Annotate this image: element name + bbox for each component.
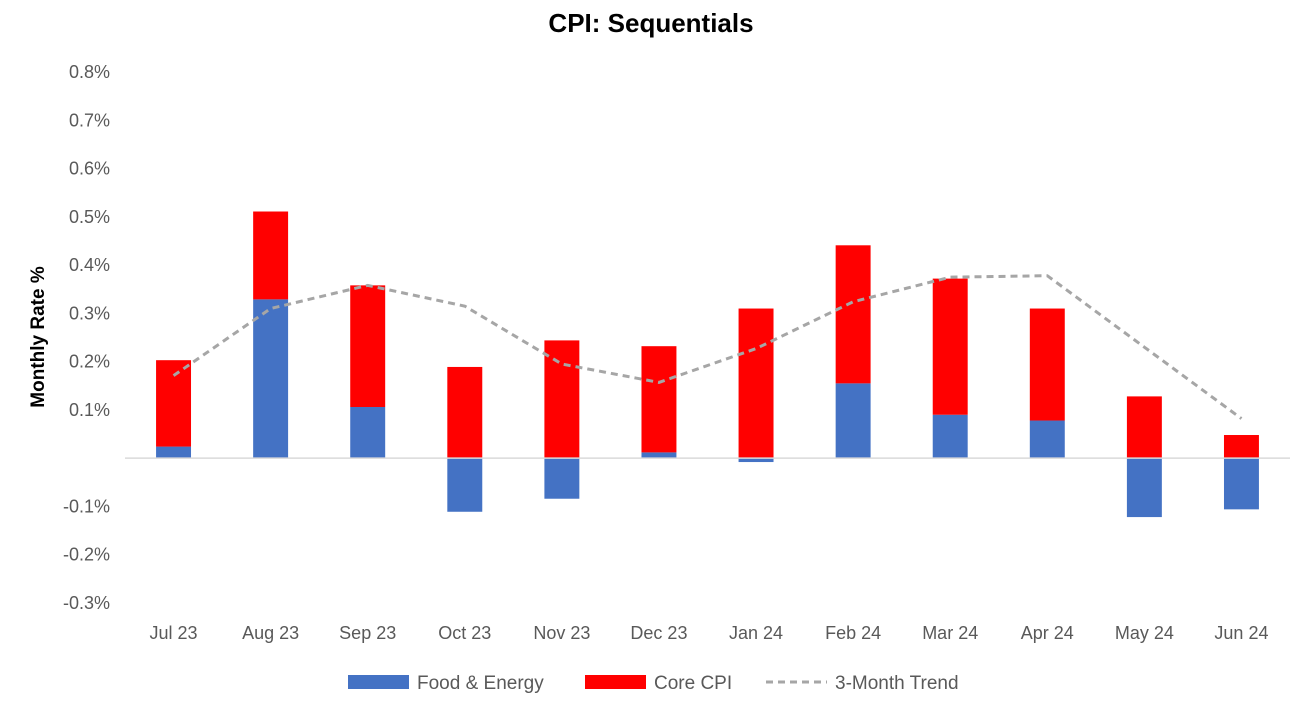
- bar-food-energy: [738, 458, 774, 463]
- y-tick-label: 0.2%: [69, 352, 110, 372]
- x-tick-label: Feb 24: [825, 623, 881, 643]
- x-tick-label: Aug 23: [242, 623, 299, 643]
- bar-core-cpi: [1223, 435, 1259, 459]
- x-tick-label: Apr 24: [1021, 623, 1074, 643]
- bar-food-energy: [1126, 458, 1162, 518]
- y-axis-ticks: -0.3% -0.2% -0.1% 0.1% 0.2% 0.3% 0.4% 0.5% 0.6% 0…: [63, 62, 110, 613]
- bars: [156, 211, 1259, 518]
- bar-core-cpi: [253, 211, 289, 300]
- bar-core-cpi: [738, 308, 774, 459]
- y-axis-title: Monthly Rate %: [28, 266, 49, 408]
- trend-line-group: [172, 274, 1243, 420]
- y-tick-label: 0.1%: [69, 400, 110, 420]
- bar-core-cpi: [447, 366, 483, 459]
- x-tick-label: Sep 23: [339, 623, 396, 643]
- x-tick-label: Jul 23: [150, 623, 198, 643]
- x-tick-label: May 24: [1115, 623, 1174, 643]
- legend-swatch-food-energy: [348, 675, 409, 689]
- bar-food-energy: [641, 452, 677, 459]
- chart-title: CPI: Sequentials: [548, 8, 753, 38]
- y-tick-label: -0.1%: [63, 496, 110, 516]
- bar-core-cpi: [932, 278, 968, 415]
- legend-swatch-core-cpi: [585, 675, 646, 689]
- y-tick-label: 0.5%: [69, 207, 110, 227]
- bar-food-energy: [253, 299, 289, 459]
- bar-food-energy: [544, 458, 580, 499]
- y-tick-label: -0.3%: [63, 593, 110, 613]
- y-tick-label: 0.3%: [69, 303, 110, 323]
- bar-core-cpi: [1029, 308, 1065, 421]
- legend-label-core-cpi: Core CPI: [654, 673, 732, 694]
- bar-core-cpi: [156, 360, 192, 447]
- bar-core-cpi: [350, 285, 386, 408]
- bar-food-energy: [1029, 420, 1065, 459]
- y-tick-label: 0.4%: [69, 255, 110, 275]
- legend-label-3-month-trend: 3-Month Trend: [835, 673, 959, 694]
- legend-label-food-energy: Food & Energy: [417, 673, 544, 694]
- y-tick-label: -0.2%: [63, 545, 110, 565]
- y-tick-label: 0.8%: [69, 62, 110, 82]
- bar-core-cpi: [641, 346, 677, 453]
- bar-core-cpi: [544, 340, 580, 459]
- x-tick-label: Dec 23: [630, 623, 687, 643]
- x-axis-ticks: Jul 23 Aug 23 Sep 23 Oct 23 Nov 23 Dec 23 Jan …: [150, 623, 1269, 643]
- trend-line: [172, 274, 1243, 420]
- bar-food-energy: [350, 407, 386, 459]
- x-tick-label: Jun 24: [1214, 623, 1268, 643]
- x-tick-label: Nov 23: [533, 623, 590, 643]
- bar-food-energy: [447, 458, 483, 512]
- x-tick-label: Mar 24: [922, 623, 978, 643]
- x-tick-label: Oct 23: [438, 623, 491, 643]
- legend: Food & Energy Core CPI 3-Month Trend: [348, 673, 959, 694]
- bar-food-energy: [932, 414, 968, 459]
- y-tick-label: 0.7%: [69, 110, 110, 130]
- bar-core-cpi: [1126, 396, 1162, 459]
- y-tick-label: 0.6%: [69, 159, 110, 179]
- x-tick-label: Jan 24: [729, 623, 783, 643]
- bar-core-cpi: [835, 245, 871, 384]
- bar-food-energy: [1223, 458, 1259, 510]
- bar-food-energy: [835, 383, 871, 459]
- bar-food-energy: [156, 446, 192, 459]
